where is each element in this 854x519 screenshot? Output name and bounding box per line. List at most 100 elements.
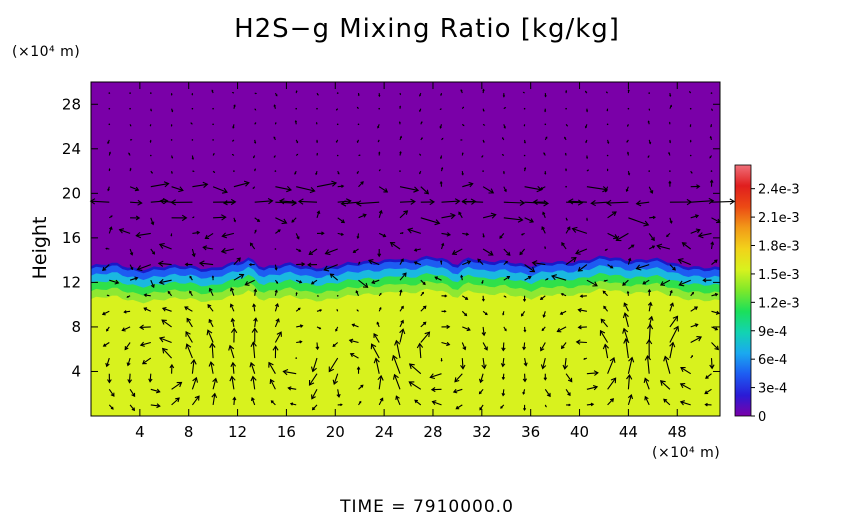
vector-arrow (420, 137, 423, 141)
vector-arrow-shaft (268, 362, 276, 374)
vector-arrow (503, 124, 506, 129)
vector-arrow (378, 232, 387, 238)
vector-arrow-shaft (419, 343, 422, 359)
x-unit-label: (×10⁴ m) (652, 445, 721, 461)
vector-arrow (254, 139, 257, 144)
vector-arrow-head (567, 392, 571, 397)
vector-arrow (648, 92, 650, 94)
vector-arrow-head (356, 236, 360, 240)
vector-arrow-shaft (623, 302, 629, 312)
vector-arrow-head (358, 261, 361, 264)
vector-arrow-shaft (230, 287, 235, 296)
vector-arrow (356, 233, 360, 240)
vector-arrow (586, 108, 589, 113)
vector-arrow (171, 170, 173, 175)
vector-arrow-shaft (420, 217, 440, 224)
vector-arrow (337, 170, 340, 175)
vector-arrow-head (694, 306, 699, 311)
vector-arrow (230, 317, 236, 328)
vector-arrow (336, 92, 339, 94)
vector-arrow-head (434, 276, 438, 280)
vector-arrow-head (419, 153, 421, 156)
vector-arrow-head (395, 395, 400, 400)
vector-arrow-head (356, 106, 359, 109)
vector-arrow (562, 358, 569, 370)
vector-arrow-shaft (628, 244, 635, 250)
vector-arrow-head (540, 364, 547, 370)
vector-arrow-head (551, 274, 557, 281)
vector-arrow-head (443, 310, 447, 313)
vector-arrow-head (446, 324, 451, 329)
vector-arrow-head (627, 394, 634, 400)
vector-arrow (439, 155, 443, 160)
vector-arrow (544, 388, 551, 398)
vector-arrow (307, 262, 318, 268)
vector-arrow (371, 279, 380, 285)
vector-arrow-head (648, 315, 654, 321)
vector-arrow (253, 288, 258, 296)
vector-arrow (586, 155, 589, 160)
vector-arrow-head (156, 388, 161, 394)
vector-arrow (249, 242, 256, 250)
vector-arrow-shaft (252, 376, 256, 390)
vector-arrow (167, 290, 173, 297)
vector-arrow-shaft (586, 279, 598, 287)
vector-arrow (399, 198, 416, 205)
vector-arrow-head (105, 247, 108, 250)
vector-arrow-shaft (462, 260, 471, 266)
vector-arrow-head (250, 397, 255, 402)
vector-arrow-shaft (108, 227, 112, 234)
vector-arrow (522, 91, 525, 94)
vector-arrow-shaft (704, 388, 712, 394)
vector-arrow-shaft (251, 397, 256, 406)
vector-arrow-shaft (578, 264, 588, 272)
vector-arrow-head (419, 172, 421, 175)
vector-arrow (648, 245, 656, 250)
vector-arrow-head (626, 290, 630, 294)
vector-arrow-head (335, 141, 338, 143)
vector-arrow (185, 331, 193, 343)
vector-arrow (441, 212, 456, 220)
vector-arrow (419, 170, 422, 175)
vector-arrow-shaft (532, 262, 546, 266)
vector-arrow (211, 89, 214, 94)
vector-arrow-head (255, 92, 258, 95)
vector-arrow-head (202, 245, 208, 251)
vector-arrow-head (729, 198, 736, 205)
vector-arrow (233, 170, 235, 172)
vector-arrow-shaft (524, 201, 549, 205)
vector-arrow (503, 295, 507, 298)
vector-arrow (622, 279, 629, 286)
vector-arrow (607, 398, 614, 406)
vector-arrow-head (602, 186, 609, 193)
vector-arrow (458, 211, 463, 219)
vector-arrow-head (208, 287, 213, 292)
vector-arrow-shaft (212, 186, 228, 193)
vector-arrow-head (319, 309, 323, 312)
vector-arrow-head (308, 379, 315, 386)
vector-arrow-shaft (159, 243, 172, 250)
vector-arrow-head (377, 126, 380, 129)
vector-arrow (649, 215, 657, 220)
vector-arrow-head (297, 198, 304, 205)
vector-arrow (169, 363, 175, 374)
vector-arrow (254, 217, 261, 222)
vector-arrow-shaft (129, 186, 139, 191)
vector-arrow-head (213, 171, 216, 174)
colorbar-label: 3e-4 (758, 382, 787, 397)
vector-arrow-head (192, 216, 195, 218)
vector-arrow-head (606, 168, 609, 171)
vector-arrow (171, 381, 183, 390)
vector-arrow-head (546, 392, 551, 398)
vector-arrow-shaft (454, 373, 463, 383)
vector-arrow (337, 403, 343, 407)
vector-arrow-shaft (564, 358, 567, 369)
vector-arrow (170, 233, 173, 237)
vector-arrow (586, 279, 598, 287)
vector-arrow (408, 363, 422, 375)
vector-arrow (316, 107, 318, 110)
vector-arrow (689, 91, 692, 94)
vector-arrow (296, 262, 306, 267)
vector-arrow (642, 279, 650, 285)
vector-arrow-shaft (604, 344, 609, 359)
